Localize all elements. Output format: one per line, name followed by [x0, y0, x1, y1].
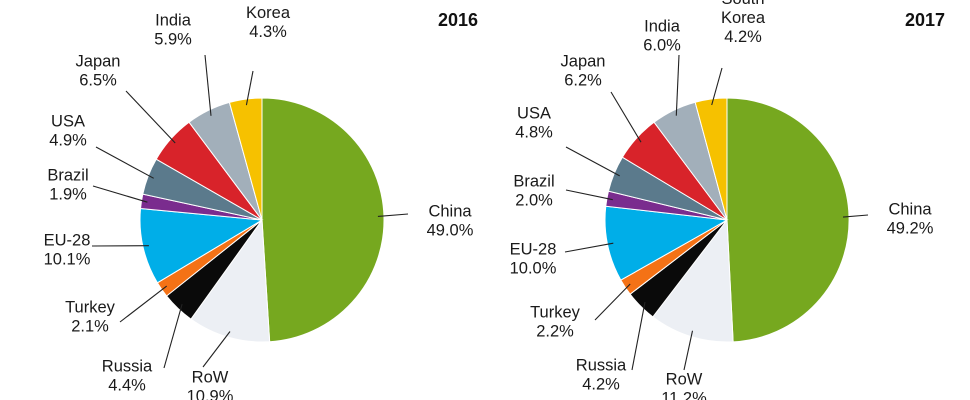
leader-line-russia — [631, 301, 646, 371]
slice-label-usa: USA 4.8% — [515, 105, 553, 142]
slice-label-turkey: Turkey 2.2% — [530, 304, 581, 341]
slice-value-eu-28: 10.1% — [44, 251, 91, 269]
chart-title-2017: 2017 — [905, 10, 945, 30]
pie-slice-south-korea — [228, 97, 263, 221]
leader-line-brazil — [565, 189, 613, 201]
slice-name-south-korea: Korea — [246, 4, 291, 22]
slice-label-south-korea: SouthKorea4.3% — [246, 0, 291, 41]
slice-name-usa: USA — [517, 105, 551, 123]
pie-2017: China 49.2%RoW 11.2%Russia 4.2%Turkey 2.2%EU… — [510, 0, 934, 400]
leader-line-row — [683, 330, 694, 371]
leader-line-japan — [125, 90, 176, 144]
leader-line-eu-28 — [564, 242, 614, 253]
slice-value-eu-28: 10.0% — [510, 260, 557, 278]
pie-2016: China 49.0% RoW 10.9% Russia 4.4% Turkey 2.1% EU… — [44, 0, 474, 400]
slice-label-brazil: Brazil 2.0% — [513, 173, 554, 210]
slice-name-india: India — [155, 12, 192, 30]
slice-name-japan: Japan — [561, 53, 606, 71]
slice-name-brazil: Brazil — [513, 173, 554, 191]
slice-value-japan: 6.2% — [564, 72, 602, 90]
leader-line-india — [675, 54, 680, 116]
slice-label-japan: Japan 6.2% — [561, 53, 606, 90]
slice-name-usa: USA — [51, 113, 85, 131]
leader-line-india — [204, 54, 212, 116]
leader-line-china — [377, 213, 409, 217]
slice-label-japan: Japan 6.5% — [76, 53, 121, 90]
slice-name-russia: Russia — [576, 357, 627, 375]
slice-label-china: China 49.0% — [427, 203, 474, 240]
slice-name-south-korea: Korea — [721, 9, 766, 27]
leader-line-south-korea — [711, 67, 723, 106]
leader-line-row — [202, 331, 231, 368]
pie-slice-eu-28 — [139, 207, 264, 284]
slice-name-south-korea: South — [721, 0, 764, 8]
slice-value-row: 10.9% — [187, 388, 234, 400]
slice-name-turkey: Turkey — [65, 299, 116, 317]
pie-slices — [139, 97, 385, 343]
leader-lines — [91, 54, 409, 369]
leader-line-usa — [95, 146, 154, 179]
slice-value-brazil: 2.0% — [515, 192, 553, 210]
slice-name-row: RoW — [192, 369, 229, 387]
slice-value-russia: 4.2% — [582, 376, 620, 394]
leader-line-turkey — [594, 283, 631, 321]
slice-value-usa: 4.8% — [515, 124, 553, 142]
leader-line-south-korea — [245, 70, 254, 106]
slice-value-china: 49.2% — [887, 220, 934, 238]
slice-label-south-korea: SouthKorea4.2% — [721, 0, 766, 46]
leader-line-japan — [610, 91, 642, 143]
slice-value-india: 5.9% — [154, 31, 192, 49]
pie-slice-south-korea — [694, 97, 728, 221]
pie-slice-row — [190, 218, 271, 343]
slice-labels: China 49.0% RoW 10.9% Russia 4.4% Turkey 2.1% EU… — [44, 0, 474, 400]
chart-title-2016: 2016 — [438, 10, 478, 30]
slice-label-brazil: Brazil 1.9% — [47, 167, 88, 204]
slice-name-china: China — [428, 203, 472, 221]
pie-slices — [604, 97, 850, 343]
slice-value-russia: 4.4% — [108, 377, 146, 395]
leader-line-china — [842, 214, 869, 218]
slice-name-row: RoW — [666, 371, 703, 389]
slice-name-eu-28: EU-28 — [44, 232, 91, 250]
slice-name-india: India — [644, 18, 681, 36]
slice-labels: China 49.2%RoW 11.2%Russia 4.2%Turkey 2.2%EU… — [510, 0, 934, 400]
slice-label-russia: Russia 4.2% — [576, 357, 627, 394]
slice-value-turkey: 2.1% — [71, 318, 109, 336]
slice-value-japan: 6.5% — [79, 72, 117, 90]
leader-line-russia — [163, 303, 183, 369]
slice-name-brazil: Brazil — [47, 167, 88, 185]
slice-value-china: 49.0% — [427, 222, 474, 240]
slice-value-india: 6.0% — [643, 37, 681, 55]
slice-label-eu-28: EU-28 10.0% — [510, 241, 557, 278]
slice-value-turkey: 2.2% — [536, 323, 574, 341]
slice-label-russia: Russia 4.4% — [102, 358, 153, 395]
leader-lines — [564, 54, 869, 371]
pie-slice-china — [261, 97, 385, 343]
slice-label-usa: USA 4.9% — [49, 113, 87, 150]
leader-line-turkey — [119, 285, 168, 323]
slice-value-brazil: 1.9% — [49, 186, 87, 204]
slice-label-china: China 49.2% — [887, 201, 934, 238]
slice-name-china: China — [888, 201, 932, 219]
slice-name-russia: Russia — [102, 358, 153, 376]
slice-value-south-korea: 4.3% — [249, 23, 287, 41]
slice-label-row: RoW 10.9% — [187, 369, 234, 400]
slice-name-turkey: Turkey — [530, 304, 581, 322]
slice-name-japan: Japan — [76, 53, 121, 71]
slice-label-india: India 6.0% — [643, 18, 681, 55]
pie-slice-china — [726, 97, 850, 343]
leader-line-brazil — [92, 185, 148, 203]
slice-value-usa: 4.9% — [49, 132, 87, 150]
slice-value-row: 11.2% — [661, 390, 707, 400]
slice-name-south-korea: South — [246, 0, 289, 3]
slice-label-india: India 5.9% — [154, 12, 192, 49]
slice-label-turkey: Turkey 2.1% — [65, 299, 116, 336]
slice-value-south-korea: 4.2% — [724, 28, 762, 46]
leader-line-usa — [565, 146, 620, 177]
slice-label-row: RoW 11.2% — [661, 371, 707, 400]
slice-label-eu-28: EU-28 10.1% — [44, 232, 91, 269]
slice-name-eu-28: EU-28 — [510, 241, 557, 259]
